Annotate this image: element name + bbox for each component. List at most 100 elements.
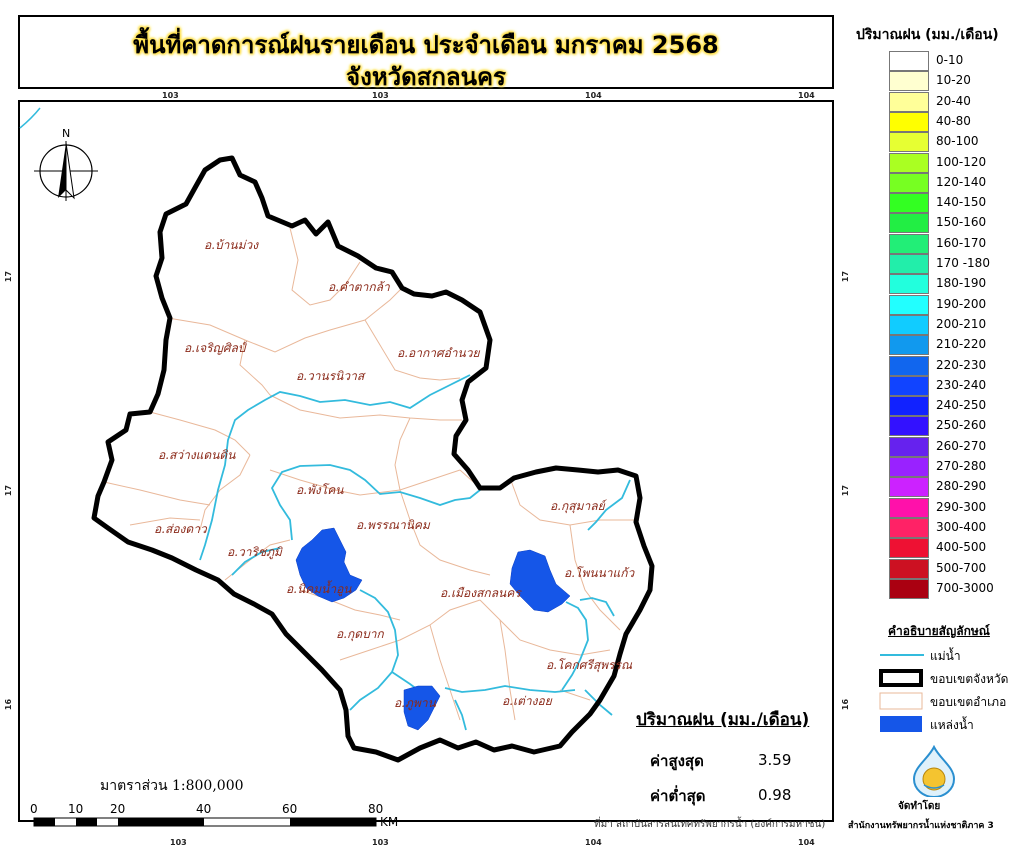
legend-class-row: 40-80 (889, 111, 1013, 132)
organization-name: สำนักงานทรัพยากรน้ำแห่งชาติภาค 3 (848, 821, 994, 831)
water-body-symbol-icon (880, 716, 922, 732)
organization-logo (912, 745, 956, 797)
legend-class-label: 170 -180 (936, 256, 990, 270)
scale-tick-label: 80 (368, 802, 384, 816)
legend-swatch (889, 416, 929, 437)
legend-class-row: 500-700 (889, 558, 1013, 579)
legend-class-row: 20-40 (889, 91, 1013, 112)
scale-bar (33, 817, 377, 827)
legend-swatch (889, 355, 929, 376)
legend-class-label: 120-140 (936, 174, 987, 189)
legend-class-label: 240-250 (936, 398, 987, 413)
map-title: พื้นที่คาดการณ์ฝนรายเดือน ประจำเดือน มกร… (133, 31, 719, 59)
legend-class-label: 500-700 (936, 560, 987, 575)
scale-tick-label: 0 (30, 802, 38, 816)
district-label: อ.เมืองสกลนคร (440, 586, 522, 600)
legend-class-label: 20-40 (936, 93, 971, 108)
scale-tick-label: 40 (196, 802, 212, 816)
graticule-bottom-4: 104 (798, 838, 815, 847)
legend-swatch (889, 375, 929, 396)
legend-class-label: 300-400 (936, 519, 987, 534)
legend-swatch (889, 396, 929, 417)
graticule-bottom-2: 103 (372, 838, 389, 847)
legend-class-row: 220-230 (889, 355, 1013, 376)
legend-class-row: 230-240 (889, 375, 1013, 396)
legend-class-row: 150-160 (889, 213, 1013, 234)
district-label: อ.พรรณานิคม (356, 518, 431, 532)
legend-class-row: 140-150 (889, 193, 1013, 214)
scale-ratio: มาตราส่วน 1:800,000 (100, 778, 244, 794)
legend-swatch (889, 335, 929, 356)
legend-class-label: 160-170 (936, 235, 987, 250)
legend-class-row: 300-400 (889, 517, 1013, 538)
legend-swatch (889, 233, 929, 254)
legend-swatch (889, 558, 929, 579)
produced-by-label: จัดทำโดย (898, 801, 941, 812)
reservoir-phu-phan (403, 685, 441, 731)
legend-class-row: 120-140 (889, 172, 1013, 193)
legend-class-label: 140-150 (936, 195, 987, 210)
symbol-water-label: แหล่งน้ำ (930, 718, 974, 732)
district-label: อ.ส่องดาว (154, 522, 208, 536)
graticule-top-2: 103 (372, 91, 389, 100)
legend-class-label: 100-120 (936, 154, 987, 169)
legend-class-label: 180-190 (936, 276, 987, 291)
province-boundary (91, 155, 655, 763)
legend-class-label: 200-210 (936, 316, 987, 331)
legend-class-row: 160-170 (889, 233, 1013, 254)
stat-max-value: 3.59 (758, 751, 792, 769)
province-boundary-symbol-icon (879, 669, 923, 687)
province-area (94, 158, 652, 760)
water-bodies (295, 527, 571, 731)
map-subtitle: จังหวัดสกลนคร (346, 63, 506, 91)
rivers (199, 374, 631, 731)
stat-max-label: ค่าสูงสุด (650, 752, 704, 770)
legend-class-label: 10-20 (936, 73, 971, 88)
north-label: N (62, 127, 70, 140)
legend-swatch (889, 538, 929, 559)
legend-class-row: 270-280 (889, 457, 1013, 477)
legend-class-label: 700-3000 (936, 580, 994, 595)
symbol-province-boundary: ขอบเขตจังหวัด (878, 668, 1018, 688)
graticule-top-3: 104 (585, 91, 602, 100)
legend-swatch (889, 213, 929, 234)
symbol-district-boundary: ขอบเขตอำเภอ (878, 691, 1018, 711)
symbol-river-label: แม่น้ำ (930, 649, 961, 663)
legend-swatch (889, 517, 929, 538)
stats-title: ปริมาณฝน (มม./เดือน) (636, 710, 810, 730)
legend-swatch (889, 152, 929, 173)
lake-nong-harn (509, 549, 571, 613)
legend-class-label: 220-230 (936, 357, 987, 372)
legend-swatch (889, 254, 929, 274)
legend-class-row: 10-20 (889, 71, 1013, 92)
legend-class-label: 40-80 (936, 113, 971, 128)
legend-class-row: 210-220 (889, 335, 1013, 356)
legend-class-label: 290-300 (936, 499, 987, 514)
district-label: อ.อากาศอำนวย (397, 346, 480, 360)
symbol-water-body: แหล่งน้ำ (878, 714, 1018, 734)
legend-class-label: 80-100 (936, 134, 979, 149)
district-label: อ.คำตากล้า (328, 280, 391, 294)
legend-class-row: 280-290 (889, 477, 1013, 498)
legend-swatch (889, 477, 929, 498)
legend-swatch (889, 274, 929, 295)
legend-swatch (889, 578, 929, 599)
legend-class-label: 260-270 (936, 438, 987, 453)
legend-class-row: 170 -180 (889, 254, 1013, 274)
north-arrow-icon (34, 141, 98, 201)
district-label: อ.วานรนิวาส (296, 369, 366, 383)
scale-tick-label: 10 (68, 802, 84, 816)
legend-class-label: 0-10 (936, 53, 964, 67)
legend-class-row: 180-190 (889, 274, 1013, 295)
map-title-box: พื้นที่คาดการณ์ฝนรายเดือน ประจำเดือน มกร… (18, 15, 834, 91)
district-label: อ.นิคมน้ำอูน (286, 580, 352, 597)
legend-class-row: 240-250 (889, 396, 1013, 417)
legend-class-row: 0-10 (889, 51, 1013, 71)
legend-swatch (889, 172, 929, 193)
legend-swatch (889, 497, 929, 518)
legend-swatch (889, 132, 929, 153)
legend-class-row: 400-500 (889, 538, 1013, 559)
graticule-top-1: 103 (162, 91, 179, 100)
legend-swatch (889, 71, 929, 92)
legend-swatch (889, 51, 929, 71)
